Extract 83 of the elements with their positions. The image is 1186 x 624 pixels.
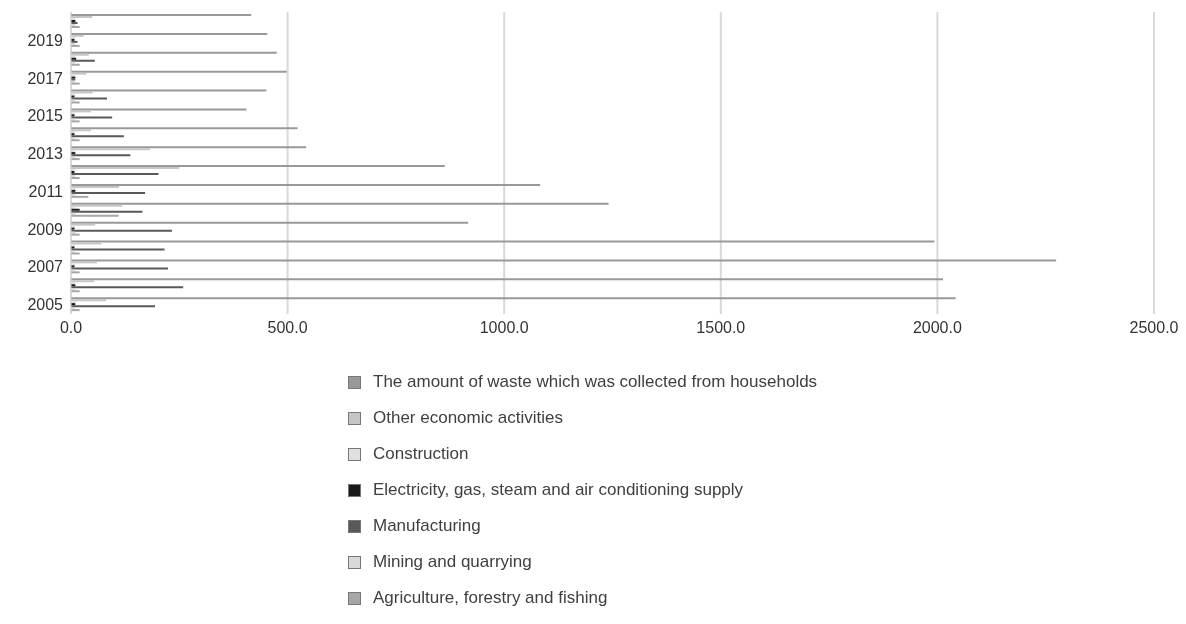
bar <box>71 309 80 312</box>
bar <box>71 210 143 213</box>
bar <box>71 135 124 138</box>
legend-label: Agriculture, forestry and fishing <box>373 588 608 608</box>
bar <box>71 165 445 167</box>
legend-label: Mining and quarrying <box>373 552 532 572</box>
bar <box>71 127 298 130</box>
x-tick-label: 1000.0 <box>479 319 529 337</box>
bar <box>71 158 80 161</box>
legend-label: The amount of waste which was collected from households <box>373 372 818 392</box>
y-tick-label: 2013 <box>27 145 64 163</box>
bar <box>71 14 252 16</box>
bar <box>71 214 119 217</box>
x-tick-label: 2500.0 <box>1129 319 1179 337</box>
bar <box>71 271 80 274</box>
bar <box>71 34 84 37</box>
bar <box>71 202 609 205</box>
bar <box>71 290 80 293</box>
bar <box>71 252 80 255</box>
y-tick-label: 2019 <box>27 31 64 49</box>
bar <box>71 240 935 243</box>
bar <box>71 154 131 157</box>
bar <box>71 63 80 66</box>
bar <box>71 32 268 35</box>
bar <box>71 223 96 226</box>
y-tick-label: 2009 <box>27 220 64 238</box>
bar <box>71 44 80 47</box>
bar <box>71 286 184 289</box>
y-tick-label: 2007 <box>27 258 64 276</box>
bar <box>71 299 107 302</box>
bar <box>71 204 123 207</box>
bar <box>71 82 80 85</box>
bar <box>71 72 87 75</box>
legend-label: Construction <box>373 444 469 464</box>
x-tick-label: 2000.0 <box>912 319 962 337</box>
bar <box>71 183 541 186</box>
y-tick-label: 2017 <box>27 69 64 87</box>
bar <box>71 91 93 94</box>
y-tick-label: 2005 <box>27 296 64 314</box>
bar <box>71 229 172 232</box>
bar <box>71 101 80 104</box>
bar <box>71 185 120 188</box>
bar <box>71 59 95 62</box>
bar <box>71 26 80 28</box>
bar <box>71 248 165 251</box>
bar <box>71 221 469 224</box>
bar <box>71 129 91 132</box>
y-tick-label: 2015 <box>27 107 64 125</box>
bar <box>71 280 94 283</box>
bar <box>71 97 107 100</box>
legend-label: Electricity, gas, steam and air conditioning supply <box>373 480 744 500</box>
y-tick-label: 2011 <box>28 182 64 200</box>
bar <box>71 148 151 151</box>
bar <box>71 89 267 92</box>
x-tick-label: 0.0 <box>59 319 83 337</box>
bar <box>71 167 180 169</box>
bar <box>71 278 944 281</box>
bar <box>71 242 102 245</box>
bar <box>71 120 80 123</box>
bar <box>71 16 93 18</box>
bar <box>71 139 80 142</box>
bar <box>71 53 89 56</box>
bar <box>71 297 956 300</box>
bar <box>71 233 80 236</box>
bar <box>71 191 146 194</box>
bar <box>71 70 287 73</box>
bar <box>71 116 113 119</box>
bar <box>71 177 80 179</box>
bar <box>71 146 307 149</box>
bar <box>71 261 97 264</box>
bar <box>71 195 89 198</box>
legend-label: Manufacturing <box>373 516 481 536</box>
bar <box>71 259 1057 262</box>
bar <box>71 267 169 270</box>
bar <box>71 51 277 54</box>
legend-label: Other economic activities <box>373 408 563 428</box>
bar <box>71 305 156 308</box>
x-tick-label: 500.0 <box>267 319 308 337</box>
bar <box>71 208 80 211</box>
x-tick-label: 1500.0 <box>696 319 746 337</box>
bar <box>71 110 91 113</box>
bar <box>71 108 247 111</box>
bar <box>71 173 159 175</box>
